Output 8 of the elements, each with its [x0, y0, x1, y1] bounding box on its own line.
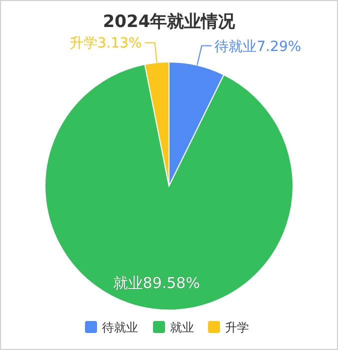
legend-label: 升学 [225, 320, 249, 334]
data-label: 待就业7.29% [214, 38, 302, 55]
legend-label: 就业 [170, 320, 194, 334]
data-label: 就业89.58% [112, 274, 200, 292]
data-label: 升学3.13% [69, 36, 142, 52]
pie-slice [44, 64, 294, 310]
chart-title: 2024年就业情况 [102, 12, 236, 32]
legend-label: 待就业 [102, 320, 138, 334]
